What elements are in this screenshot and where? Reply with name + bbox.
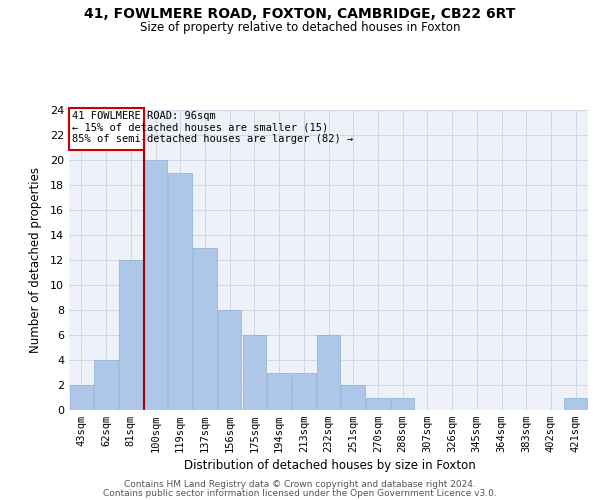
Bar — [366, 398, 389, 410]
Text: 41 FOWLMERE ROAD: 96sqm: 41 FOWLMERE ROAD: 96sqm — [72, 110, 216, 120]
Y-axis label: Number of detached properties: Number of detached properties — [29, 167, 41, 353]
Text: 41, FOWLMERE ROAD, FOXTON, CAMBRIDGE, CB22 6RT: 41, FOWLMERE ROAD, FOXTON, CAMBRIDGE, CB… — [85, 8, 515, 22]
Bar — [70, 385, 93, 410]
Text: Size of property relative to detached houses in Foxton: Size of property relative to detached ho… — [140, 21, 460, 34]
Bar — [268, 372, 291, 410]
Text: ← 15% of detached houses are smaller (15): ← 15% of detached houses are smaller (15… — [72, 122, 328, 132]
Text: Contains HM Land Registry data © Crown copyright and database right 2024.: Contains HM Land Registry data © Crown c… — [124, 480, 476, 489]
Text: 85% of semi-detached houses are larger (82) →: 85% of semi-detached houses are larger (… — [72, 134, 353, 144]
Text: Contains public sector information licensed under the Open Government Licence v3: Contains public sector information licen… — [103, 488, 497, 498]
Bar — [317, 335, 340, 410]
Bar — [193, 248, 217, 410]
Bar — [169, 172, 192, 410]
Bar — [242, 335, 266, 410]
Bar — [94, 360, 118, 410]
Bar — [564, 398, 587, 410]
Bar — [218, 310, 241, 410]
Bar — [119, 260, 143, 410]
Bar — [144, 160, 167, 410]
Bar — [292, 372, 316, 410]
Bar — [391, 398, 415, 410]
FancyBboxPatch shape — [70, 108, 144, 150]
Text: Distribution of detached houses by size in Foxton: Distribution of detached houses by size … — [184, 460, 476, 472]
Bar — [341, 385, 365, 410]
